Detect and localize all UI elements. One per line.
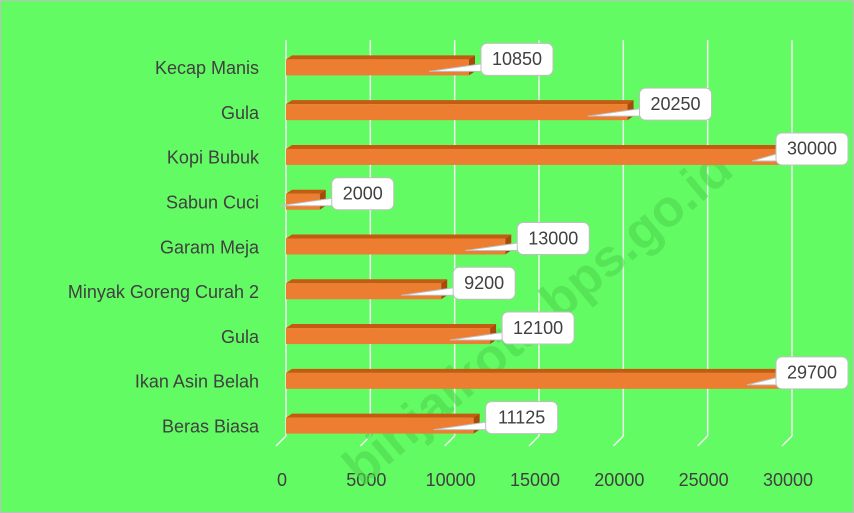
bar (286, 104, 628, 121)
bar (286, 283, 442, 300)
bar (286, 238, 506, 255)
x-tick-label: 25000 (679, 470, 729, 490)
x-tick-label: 20000 (594, 470, 644, 490)
callout-box (480, 42, 554, 76)
grid-floor (781, 435, 793, 447)
y-tick-label: Sabun Cuci (166, 192, 259, 212)
x-tick-label: 0 (277, 470, 287, 490)
y-tick-label: Garam Meja (160, 237, 260, 257)
callout-box (331, 177, 395, 211)
bar-top (286, 144, 798, 149)
data-label: 10850 (492, 49, 542, 69)
callout-box (452, 266, 516, 300)
y-tick-label: Gula (221, 327, 260, 347)
callout-box (516, 222, 590, 255)
data-label: 12100 (513, 318, 563, 338)
x-tick-label: 15000 (510, 470, 560, 490)
bar (286, 417, 474, 434)
grid-floor (275, 435, 287, 447)
y-tick-label: Gula (221, 103, 260, 123)
bar (286, 148, 792, 165)
data-label: 9200 (464, 273, 504, 293)
data-label: 13000 (528, 228, 578, 248)
bar-top (286, 55, 476, 60)
bar-top (286, 100, 634, 105)
y-tick-label: Kopi Bubuk (167, 148, 260, 168)
grid-floor (697, 435, 709, 447)
y-tick-label: Ikan Asin Belah (135, 372, 259, 392)
bar (286, 328, 491, 345)
callout-box (639, 87, 713, 121)
data-label: 11125 (498, 407, 545, 427)
bar-top (286, 279, 448, 284)
x-tick-label: 5000 (346, 470, 386, 490)
bar-top (286, 413, 480, 418)
y-tick-label: Kecap Manis (155, 58, 259, 78)
bar-top (286, 234, 512, 239)
y-tick-label: Minyak Goreng Curah 2 (68, 282, 259, 302)
callout-box (501, 311, 575, 345)
grid-floor (612, 435, 624, 447)
data-label: 20250 (651, 94, 701, 114)
bar-top (286, 368, 793, 373)
x-tick-label: 30000 (763, 470, 813, 490)
x-tick-label: 10000 (426, 470, 476, 490)
callout-box (485, 401, 559, 435)
bar (286, 59, 470, 76)
grid-floor (528, 435, 540, 447)
bar-top (286, 324, 497, 329)
bar (286, 372, 787, 389)
data-label: 2000 (343, 183, 383, 203)
data-label: 30000 (787, 139, 837, 159)
y-tick-label: Beras Biasa (162, 416, 260, 436)
grid-floor (444, 435, 456, 447)
grid-floor (359, 435, 371, 447)
callout-box (775, 132, 849, 166)
data-label: 29700 (787, 363, 837, 383)
callout-box (775, 356, 849, 390)
bar-top (286, 189, 326, 194)
